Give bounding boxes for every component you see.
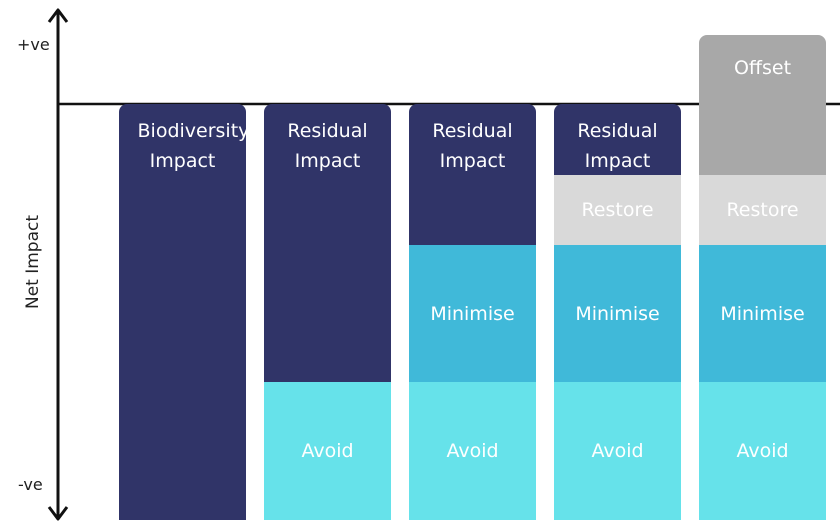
offset-column: Offset Restore Minimise Avoid xyxy=(699,35,826,520)
avoid-label: Avoid xyxy=(736,440,789,462)
residual-impact-segment: Residual Impact xyxy=(264,104,391,382)
residual-impact-label: Residual Impact xyxy=(432,120,513,172)
avoid-segment: Avoid xyxy=(409,382,536,520)
minimise-label: Minimise xyxy=(575,302,660,325)
net-impact-axis-title: Net Impact xyxy=(23,214,43,310)
minimise-label: Minimise xyxy=(430,302,515,325)
residual-impact-segment: Residual Impact xyxy=(409,104,536,245)
restore-label: Restore xyxy=(581,199,654,221)
restore-segment: Restore xyxy=(699,175,826,245)
avoid-label: Avoid xyxy=(301,440,354,462)
down-arrowhead-icon xyxy=(47,506,69,521)
up-arrowhead-icon xyxy=(47,8,69,23)
residual-impact-label: Residual Impact xyxy=(577,120,658,172)
avoid-segment: Avoid xyxy=(264,382,391,520)
restore-label: Restore xyxy=(726,199,799,221)
avoid-segment: Avoid xyxy=(554,382,681,520)
restore-column: Residual Impact Restore Minimise Avoid xyxy=(554,104,681,520)
offset-segment: Offset xyxy=(699,35,826,175)
residual-impact-segment: Residual Impact xyxy=(554,104,681,175)
offset-label: Offset xyxy=(733,57,792,79)
negative-axis-label: -ve xyxy=(18,475,43,494)
restore-segment: Restore xyxy=(554,175,681,245)
minimise-column: Residual Impact Minimise Avoid xyxy=(409,104,536,520)
avoid-segment: Avoid xyxy=(699,382,826,520)
avoid-label: Avoid xyxy=(446,440,499,462)
avoid-label: Avoid xyxy=(591,440,644,462)
positive-axis-label: +ve xyxy=(17,35,50,54)
biodiversity-impact-segment: Biodiversity Impact xyxy=(119,104,250,520)
avoid-column: Residual Impact Avoid xyxy=(264,104,391,520)
residual-impact-label: Residual Impact xyxy=(287,120,368,172)
minimise-label: Minimise xyxy=(720,302,805,325)
minimise-segment: Minimise xyxy=(699,245,826,382)
biodiversity-impact-column: Biodiversity Impact xyxy=(119,104,250,520)
biodiversity-impact-label: Biodiversity Impact xyxy=(137,120,250,172)
minimise-segment: Minimise xyxy=(409,245,536,382)
minimise-segment: Minimise xyxy=(554,245,681,382)
